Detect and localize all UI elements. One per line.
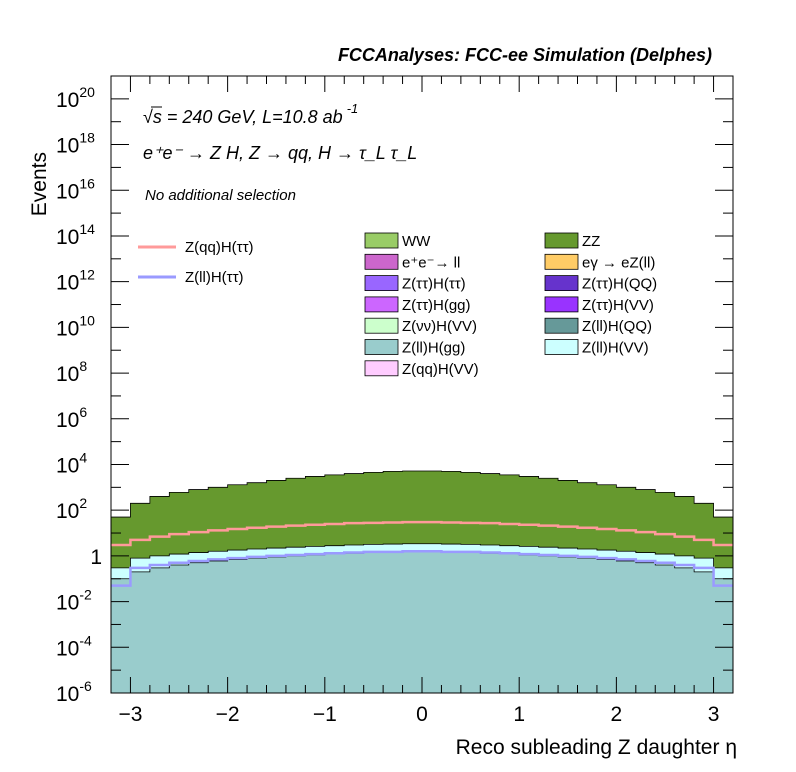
- legend-label: ZZ: [582, 233, 600, 250]
- legend-swatch: [544, 317, 579, 334]
- x-axis-label: Reco subleading Z daughter η: [456, 736, 737, 759]
- legend-swatch: [364, 360, 399, 377]
- legend-label: Z(ττ)H(QQ): [582, 276, 657, 293]
- y-tick-label: 10-6: [56, 678, 92, 706]
- energy-annotation: √s = 240 GeV, L=10.8 ab -1: [143, 101, 358, 127]
- x-tick-label: −2: [216, 703, 240, 726]
- y-tick-label: 1: [90, 546, 102, 569]
- legend-swatch: [364, 339, 399, 355]
- y-tick-label: 1018: [56, 130, 95, 158]
- signal-line-z-ll-h-: [111, 549, 733, 587]
- legend-label: Z(ll)H(gg): [402, 340, 465, 357]
- x-tick-label: 3: [708, 703, 720, 726]
- signal-lines: [111, 520, 733, 587]
- legend-swatch: [544, 232, 579, 249]
- x-tick-label: 2: [611, 703, 623, 726]
- y-tick-label: 106: [56, 404, 87, 432]
- y-tick-label: 102: [56, 495, 87, 523]
- x-tick-label: −3: [118, 703, 142, 726]
- legend-label: Z(ττ)H(gg): [402, 297, 471, 314]
- y-tick-label: 10-4: [56, 632, 92, 660]
- y-tick-label: 1016: [56, 175, 95, 203]
- y-tick-label: 1012: [56, 267, 95, 295]
- legend-swatch: [364, 253, 399, 270]
- legend: Z(qq)H(ττ) Z(ll)H(ττ) WW ZZ e⁺e⁻→ ll eγ → eZ(…: [138, 232, 657, 378]
- energy-text: √s = 240 GeV, L=10.8 ab: [143, 107, 343, 127]
- stack-layers: [110, 470, 734, 694]
- legend-swatch: [364, 275, 399, 292]
- stack-layer-z-ll-h-gg-: [110, 551, 734, 694]
- legend-label: eγ → eZ(ll): [582, 254, 655, 271]
- y-axis-label: Events: [28, 152, 51, 216]
- legend-label-signal: Z(ll)H(ττ): [185, 269, 244, 286]
- legend-label: Z(ττ)H(ττ): [402, 276, 466, 293]
- legend-swatch: [364, 317, 399, 334]
- process-annotation: e⁺e⁻ → Z H, Z → qq, H → τ_L τ_L: [143, 143, 417, 163]
- x-tick-label: −1: [313, 703, 337, 726]
- y-tick-label: 1020: [56, 84, 95, 112]
- legend-swatch: [364, 296, 399, 313]
- signal-line-z-qq-h-: [111, 520, 733, 547]
- legend-label: e⁺e⁻→ ll: [402, 254, 460, 271]
- legend-label: Z(ττ)H(VV): [582, 297, 654, 314]
- plot-title: FCCAnalyses: FCC-ee Simulation (Delphes): [338, 45, 712, 65]
- x-tick-label: 1: [513, 703, 525, 726]
- y-tick-label: 104: [56, 449, 87, 477]
- selection-annotation: No additional selection: [145, 187, 296, 204]
- legend-label: Z(ll)H(VV): [582, 340, 649, 357]
- legend-swatch: [544, 339, 579, 355]
- legend-swatch: [544, 296, 579, 313]
- legend-swatch: [544, 275, 579, 292]
- legend-swatch: [544, 253, 579, 270]
- y-tick-label: 1010: [56, 312, 95, 340]
- y-tick-label: 1014: [56, 221, 95, 249]
- legend-label: WW: [402, 233, 431, 250]
- legend-label: Z(qq)H(VV): [402, 361, 479, 378]
- legend-label: Z(νν)H(VV): [402, 318, 477, 335]
- lumi-exponent: -1: [347, 101, 359, 116]
- x-tick-label: 0: [416, 703, 428, 726]
- legend-label: Z(ll)H(QQ): [582, 318, 652, 335]
- y-tick-label: 10-2: [56, 587, 92, 615]
- legend-label-signal: Z(qq)H(ττ): [185, 239, 254, 256]
- legend-swatch: [364, 232, 399, 249]
- y-tick-label: 108: [56, 358, 87, 386]
- x-ticks: −3 −2 −1 0 1 2 3: [110, 76, 734, 726]
